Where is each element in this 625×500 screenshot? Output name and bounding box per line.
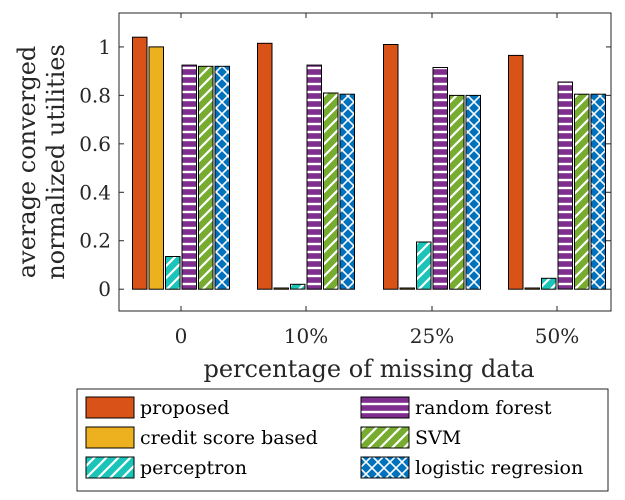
legend-swatch-credit-score-based	[85, 426, 135, 449]
bar-SVM-2	[449, 94, 465, 290]
bar-SVM-3	[574, 93, 590, 290]
legend-label-random-forest: random forest	[415, 397, 552, 419]
legend-swatch-logistic-regresion	[360, 456, 410, 479]
x-tick-label: 50%	[535, 324, 579, 348]
legend-swatch-SVM	[360, 426, 410, 449]
legend-swatch-random-forest	[360, 396, 410, 419]
x-tick-label: 0	[175, 324, 188, 348]
bar-random-forest-1	[306, 64, 322, 290]
bar-proposed-1	[257, 42, 273, 290]
legend-swatch-perceptron	[85, 456, 135, 479]
bar-perceptron-2	[416, 241, 432, 290]
bar-credit-score-based-2	[399, 287, 415, 290]
bar-logistic-regresion-3	[590, 93, 606, 290]
bar-proposed-0	[132, 36, 148, 290]
bar-credit-score-based-3	[524, 287, 540, 290]
bar-logistic-regresion-2	[465, 94, 481, 290]
bar-perceptron-3	[541, 277, 557, 290]
y-tick-label: 0.8	[79, 83, 111, 107]
bar-random-forest-2	[432, 67, 448, 290]
bar-random-forest-0	[181, 64, 197, 290]
y-tick-label: 0.4	[79, 180, 111, 204]
bar-logistic-regresion-0	[214, 65, 230, 290]
plot-area-frame	[118, 12, 612, 312]
y-tick-label: 0.6	[79, 132, 111, 156]
x-tick-label: 10%	[284, 324, 328, 348]
bar-perceptron-0	[165, 256, 181, 290]
legend: proposed credit score based perceptron rand…	[76, 388, 609, 492]
x-axis-title: percentage of missing data	[203, 355, 534, 383]
bar-SVM-0	[198, 65, 214, 290]
y-tick-label: 0.2	[79, 229, 111, 253]
bar-credit-score-based-0	[148, 46, 164, 290]
legend-label-credit-score-based: credit score based	[140, 427, 318, 449]
bar-logistic-regresion-1	[339, 93, 355, 290]
axis-ticks: 0 0.2 0.4 0.6 0.8 1 0 10% 25% 50%	[79, 13, 611, 348]
y-axis-title-line1: average converged	[13, 46, 41, 279]
legend-box	[76, 388, 609, 492]
legend-label-logistic-regresion: logistic regresion	[415, 457, 583, 479]
legend-label-SVM: SVM	[415, 427, 461, 449]
y-tick-label: 0	[98, 277, 111, 301]
bar-proposed-2	[383, 44, 399, 290]
x-tick-label: 25%	[410, 324, 454, 348]
legend-label-perceptron: perceptron	[140, 457, 247, 479]
y-tick-label: 1	[98, 35, 111, 59]
bar-SVM-1	[323, 92, 339, 290]
bar-perceptron-1	[290, 283, 306, 290]
y-axis-title-line2: normalized utilities	[42, 44, 70, 280]
legend-swatch-proposed	[85, 396, 135, 419]
bar-credit-score-based-1	[273, 287, 289, 290]
bar-proposed-3	[508, 54, 524, 290]
bar-random-forest-3	[557, 81, 573, 290]
bars-layer	[132, 36, 606, 290]
legend-label-proposed: proposed	[140, 397, 229, 419]
